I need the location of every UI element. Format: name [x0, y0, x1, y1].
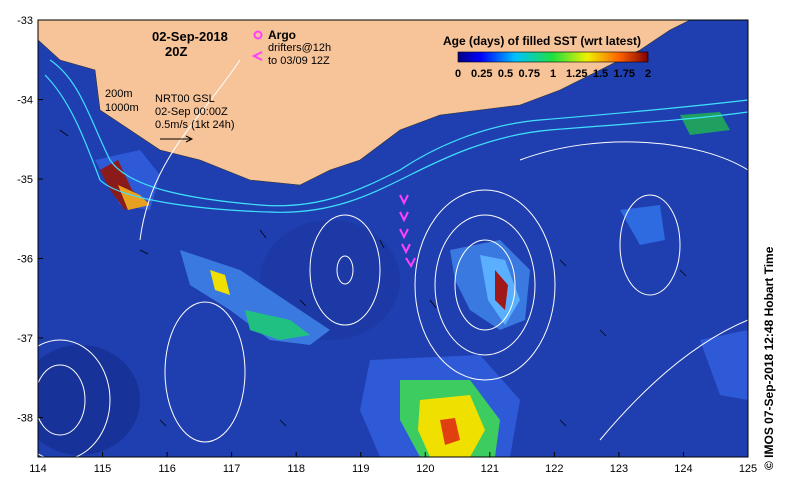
x-tick-label: 121	[481, 463, 499, 475]
x-tick-label: 124	[674, 463, 692, 475]
colorbar-tick-label: 2	[645, 68, 651, 80]
y-tick-label: -38	[17, 413, 33, 425]
argo-label: Argo	[268, 28, 296, 42]
colorbar-tick-label: 1.5	[593, 68, 608, 80]
x-tick-label: 118	[287, 463, 305, 475]
drifters-line2: to 03/09 12Z	[268, 55, 330, 67]
x-tick-label: 115	[94, 463, 112, 475]
colorbar-tick-label: 0	[455, 68, 461, 80]
y-tick-label: -33	[17, 15, 33, 27]
x-axis-ticks: 114 115 116 117 118 119 120 121 122 123 124 125	[29, 452, 757, 475]
colorbar-ticks: 0 0.25 0.5 0.75 1 1.25 1.5 1.75 2	[455, 68, 651, 80]
colorbar-tick-label: 0.25	[471, 68, 492, 80]
colorbar-tick-label: 1	[550, 68, 556, 80]
x-tick-label: 122	[545, 463, 563, 475]
y-tick-label: -34	[17, 95, 33, 107]
y-axis-ticks: -33 -34 -35 -36 -37 -38	[17, 15, 43, 425]
x-tick-label: 114	[29, 463, 47, 475]
current-vectors	[59, 129, 687, 427]
colorbar-tick-label: 0.75	[519, 68, 540, 80]
dark-water-patch	[38, 345, 140, 455]
colorbar-tick-label: 1.75	[614, 68, 635, 80]
scale-arrow-head	[185, 135, 194, 143]
y-tick-label: -35	[17, 174, 33, 186]
x-tick-label: 123	[610, 463, 628, 475]
x-tick-label: 117	[223, 463, 241, 475]
isobath-1000-label: 1000m	[105, 102, 139, 114]
drifter-tracks	[399, 194, 416, 269]
isobath-200-label: 200m	[105, 88, 133, 100]
y-tick-label: -37	[17, 333, 33, 345]
drifter-marker-icon	[251, 51, 263, 61]
x-tick-label: 125	[739, 463, 757, 475]
credit-label: © IMOS 07-Sep-2018 12:48 Hobart Time	[762, 246, 776, 470]
x-tick-label: 119	[352, 463, 370, 475]
date-label: 02-Sep-2018	[152, 29, 228, 44]
model-line1: NRT00 GSL	[155, 93, 215, 105]
model-line2: 02-Sep 00:00Z	[155, 106, 228, 118]
ssh-contours	[38, 59, 748, 457]
colorbar-title: Age (days) of filled SST (wrt latest)	[443, 34, 641, 48]
plot-frame	[37, 19, 749, 458]
colorbar-tick-label: 1.25	[566, 68, 587, 80]
sst-patches	[95, 112, 748, 457]
isobath-200m	[49, 59, 748, 207]
time-label: 20Z	[165, 44, 187, 59]
argo-marker-icon	[253, 30, 263, 40]
colorbar	[457, 51, 649, 63]
colorbar-tick-label: 0.5	[498, 68, 513, 80]
model-line3: 0.5m/s (1kt 24h)	[155, 119, 234, 131]
y-tick-label: -36	[17, 254, 33, 266]
drifters-line1: drifters@12h	[268, 42, 331, 54]
x-tick-label: 120	[416, 463, 434, 475]
isobath-1000m	[44, 74, 748, 213]
x-tick-label: 116	[158, 463, 176, 475]
